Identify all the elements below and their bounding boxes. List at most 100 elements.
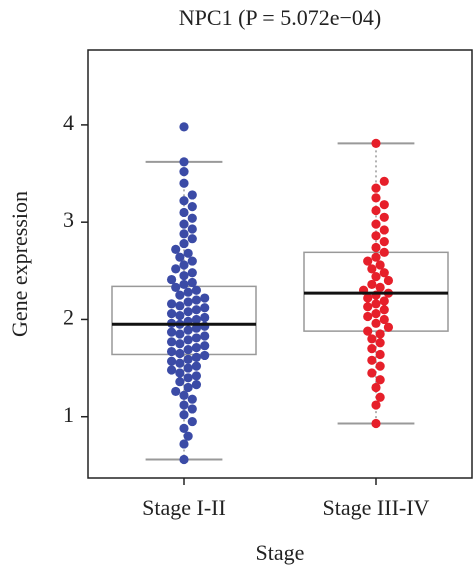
point (375, 349, 385, 360)
point (183, 354, 193, 364)
point (183, 297, 193, 307)
point (187, 224, 197, 234)
point (191, 285, 202, 295)
point (371, 193, 381, 203)
point (179, 166, 189, 177)
point (363, 256, 373, 266)
point (375, 361, 385, 371)
point (371, 183, 381, 193)
point (371, 242, 381, 253)
point (375, 338, 385, 348)
point (371, 205, 381, 216)
point (187, 394, 197, 404)
point (367, 344, 377, 354)
point (171, 264, 181, 274)
point (187, 213, 197, 223)
point (371, 418, 381, 429)
point (191, 305, 202, 315)
point (171, 244, 181, 255)
point (200, 303, 210, 313)
point (179, 271, 189, 281)
point (371, 231, 381, 241)
point (179, 238, 189, 249)
point (179, 207, 189, 218)
point (175, 329, 185, 339)
point (187, 256, 197, 266)
point (171, 282, 181, 292)
point (367, 355, 377, 365)
point (179, 400, 189, 410)
point (183, 363, 193, 373)
point (166, 346, 177, 357)
point (371, 299, 381, 309)
point (383, 275, 394, 286)
point (363, 302, 373, 312)
y-tick-label: 3 (63, 207, 74, 232)
point (375, 260, 385, 270)
point (166, 274, 177, 285)
point (166, 299, 177, 309)
point (166, 337, 177, 347)
point (183, 382, 193, 393)
point (183, 325, 193, 335)
point (183, 431, 193, 441)
point (379, 176, 389, 186)
point (187, 202, 197, 212)
point (363, 311, 373, 322)
point (375, 282, 385, 292)
point (179, 390, 189, 400)
point (191, 352, 202, 362)
point (179, 454, 189, 465)
point (187, 277, 197, 288)
point (179, 260, 189, 270)
point (200, 341, 210, 351)
x-tick-label: Stage I-II (142, 495, 226, 520)
point (379, 212, 389, 222)
point (379, 200, 389, 210)
point (175, 290, 185, 300)
point (183, 287, 193, 297)
point (371, 309, 381, 319)
point (183, 345, 193, 355)
y-axis-label: Gene expression (7, 191, 32, 337)
point (375, 329, 385, 339)
point (367, 264, 377, 274)
point (379, 225, 389, 235)
point (166, 309, 177, 319)
point (179, 196, 189, 206)
point (187, 190, 197, 200)
point (175, 377, 185, 387)
point (179, 439, 189, 449)
point (175, 339, 185, 349)
point (371, 138, 381, 148)
point (166, 365, 177, 375)
point (379, 296, 389, 306)
point (166, 327, 177, 337)
point (200, 350, 210, 361)
point (367, 279, 377, 290)
point (367, 334, 377, 344)
point (179, 122, 189, 132)
point (179, 229, 189, 239)
point (371, 318, 381, 328)
x-tick-label: Stage III-IV (323, 495, 430, 520)
point (175, 301, 185, 311)
point (191, 371, 202, 381)
point (175, 358, 185, 368)
point (371, 219, 381, 229)
point (191, 314, 202, 325)
point (179, 279, 189, 290)
y-tick-label: 4 (63, 110, 74, 135)
point (363, 293, 373, 303)
point (379, 305, 389, 315)
chart-title: NPC1 (P = 5.072e−04) (179, 5, 381, 30)
y-tick-label: 2 (63, 304, 74, 329)
point (371, 272, 381, 282)
point (179, 178, 189, 188)
point (371, 252, 381, 262)
point (179, 423, 189, 433)
point (183, 307, 193, 317)
point (379, 268, 389, 278)
point (191, 380, 202, 390)
